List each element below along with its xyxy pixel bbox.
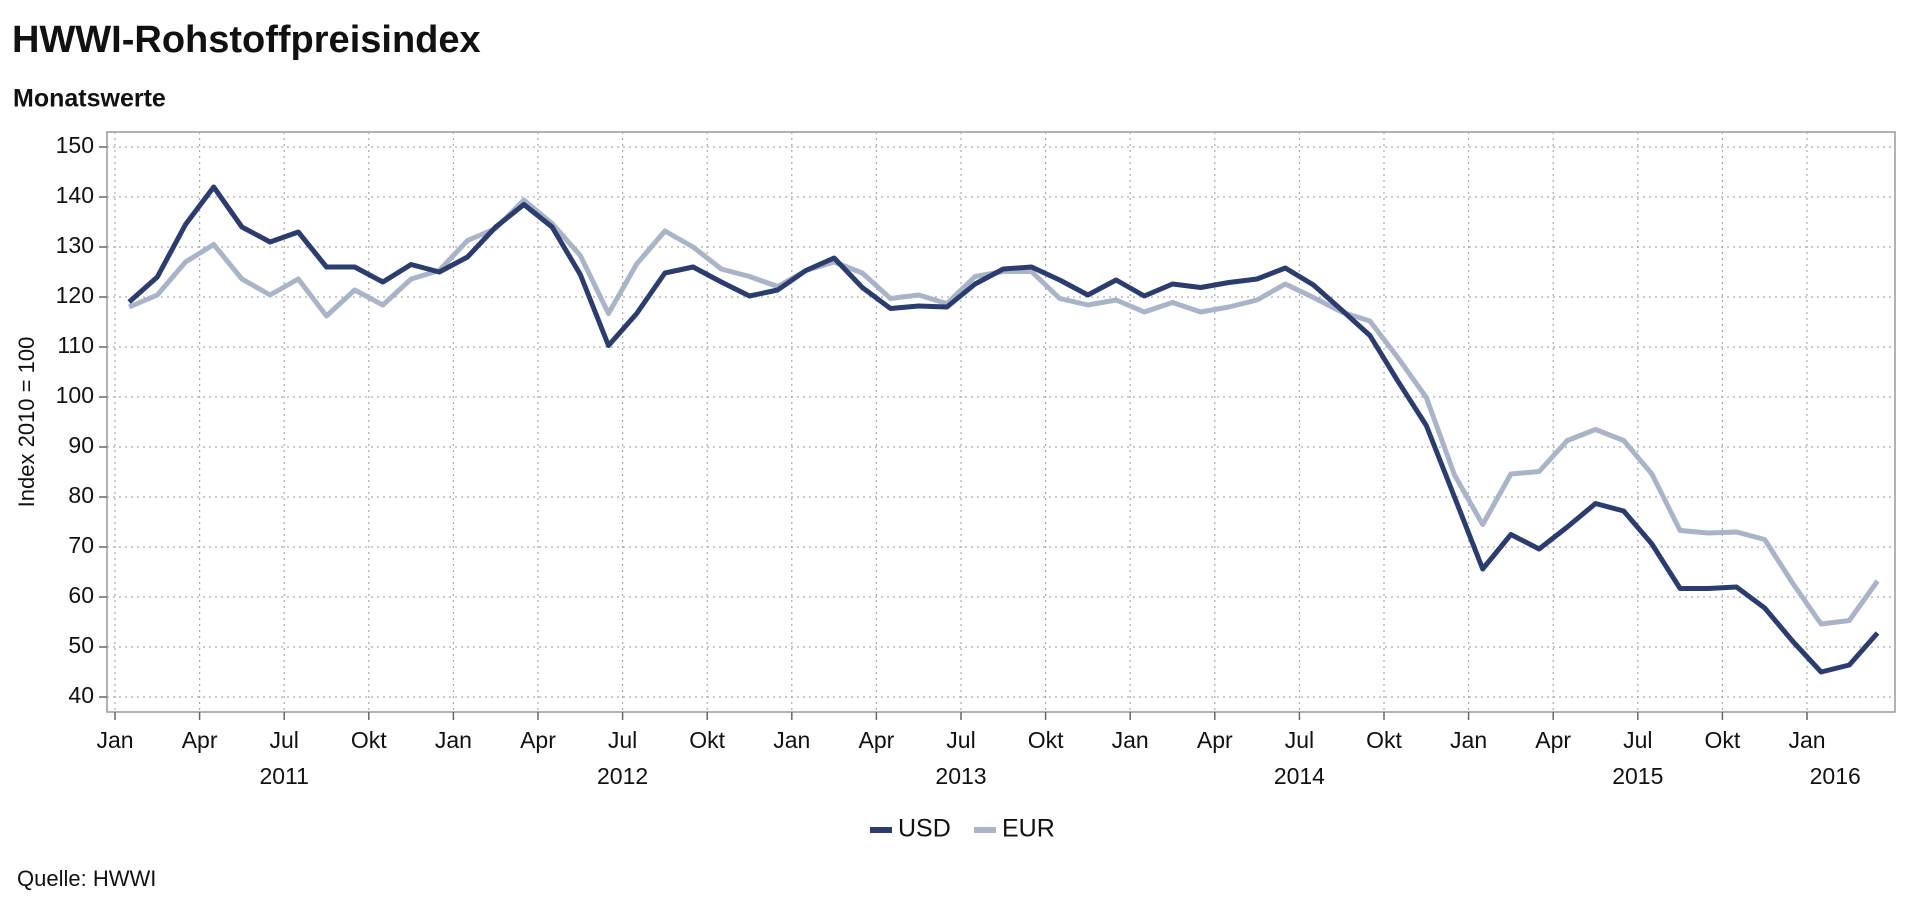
year-label: 2012 bbox=[597, 763, 648, 789]
source-note: Quelle: HWWI bbox=[17, 866, 156, 891]
y-tick-label: 40 bbox=[68, 682, 94, 708]
y-tick-label: 140 bbox=[56, 182, 94, 208]
x-tick-label: Apr bbox=[859, 727, 895, 753]
y-tick-label: 60 bbox=[68, 582, 94, 608]
x-tick-label: Jan bbox=[1450, 727, 1487, 753]
x-tick-label: Apr bbox=[1535, 727, 1571, 753]
year-label: 2016 bbox=[1810, 763, 1861, 789]
year-label: 2014 bbox=[1274, 763, 1325, 789]
year-label: 2015 bbox=[1612, 763, 1663, 789]
legend-label: EUR bbox=[1002, 815, 1055, 843]
x-tick-label: Okt bbox=[1705, 727, 1741, 753]
x-tick-label: Jul bbox=[946, 727, 975, 753]
x-tick-label: Apr bbox=[520, 727, 556, 753]
x-tick-label: Okt bbox=[1028, 727, 1064, 753]
x-tick-label: Jul bbox=[1285, 727, 1314, 753]
x-tick-label: Jul bbox=[269, 727, 298, 753]
x-tick-label: Okt bbox=[689, 727, 725, 753]
plot-frame bbox=[106, 131, 1896, 713]
x-tick-label: Okt bbox=[1366, 727, 1402, 753]
data-line bbox=[128, 197, 1880, 627]
x-tick-label: Jul bbox=[1623, 727, 1652, 753]
x-tick-label: Apr bbox=[182, 727, 218, 753]
y-axis-label: Index 2010 = 100 bbox=[14, 337, 39, 508]
chart-title: HWWI-Rohstoffpreisindex bbox=[12, 19, 481, 61]
y-tick-label: 130 bbox=[56, 232, 94, 258]
x-tick-label: Jul bbox=[608, 727, 637, 753]
x-tick-label: Jan bbox=[96, 727, 133, 753]
chart-subtitle: Monatswerte bbox=[13, 85, 166, 113]
y-tick-label: 90 bbox=[68, 432, 94, 458]
y-tick-label: 80 bbox=[68, 482, 94, 508]
x-tick-label: Jan bbox=[435, 727, 472, 753]
y-tick-label: 150 bbox=[56, 132, 94, 158]
x-tick-label: Jan bbox=[1112, 727, 1149, 753]
x-tick-label: Jan bbox=[773, 727, 810, 753]
y-tick-label: 70 bbox=[68, 532, 94, 558]
y-tick-label: 120 bbox=[56, 282, 94, 308]
data-line bbox=[127, 184, 1880, 675]
x-tick-label: Okt bbox=[351, 727, 387, 753]
y-tick-label: 100 bbox=[56, 382, 94, 408]
legend-label: USD bbox=[898, 815, 951, 843]
x-tick-label: Apr bbox=[1197, 727, 1233, 753]
y-tick-label: 50 bbox=[68, 632, 94, 658]
year-label: 2013 bbox=[935, 763, 986, 789]
x-tick-label: Jan bbox=[1788, 727, 1825, 753]
y-tick-label: 110 bbox=[57, 332, 94, 358]
year-label: 2011 bbox=[259, 763, 308, 789]
